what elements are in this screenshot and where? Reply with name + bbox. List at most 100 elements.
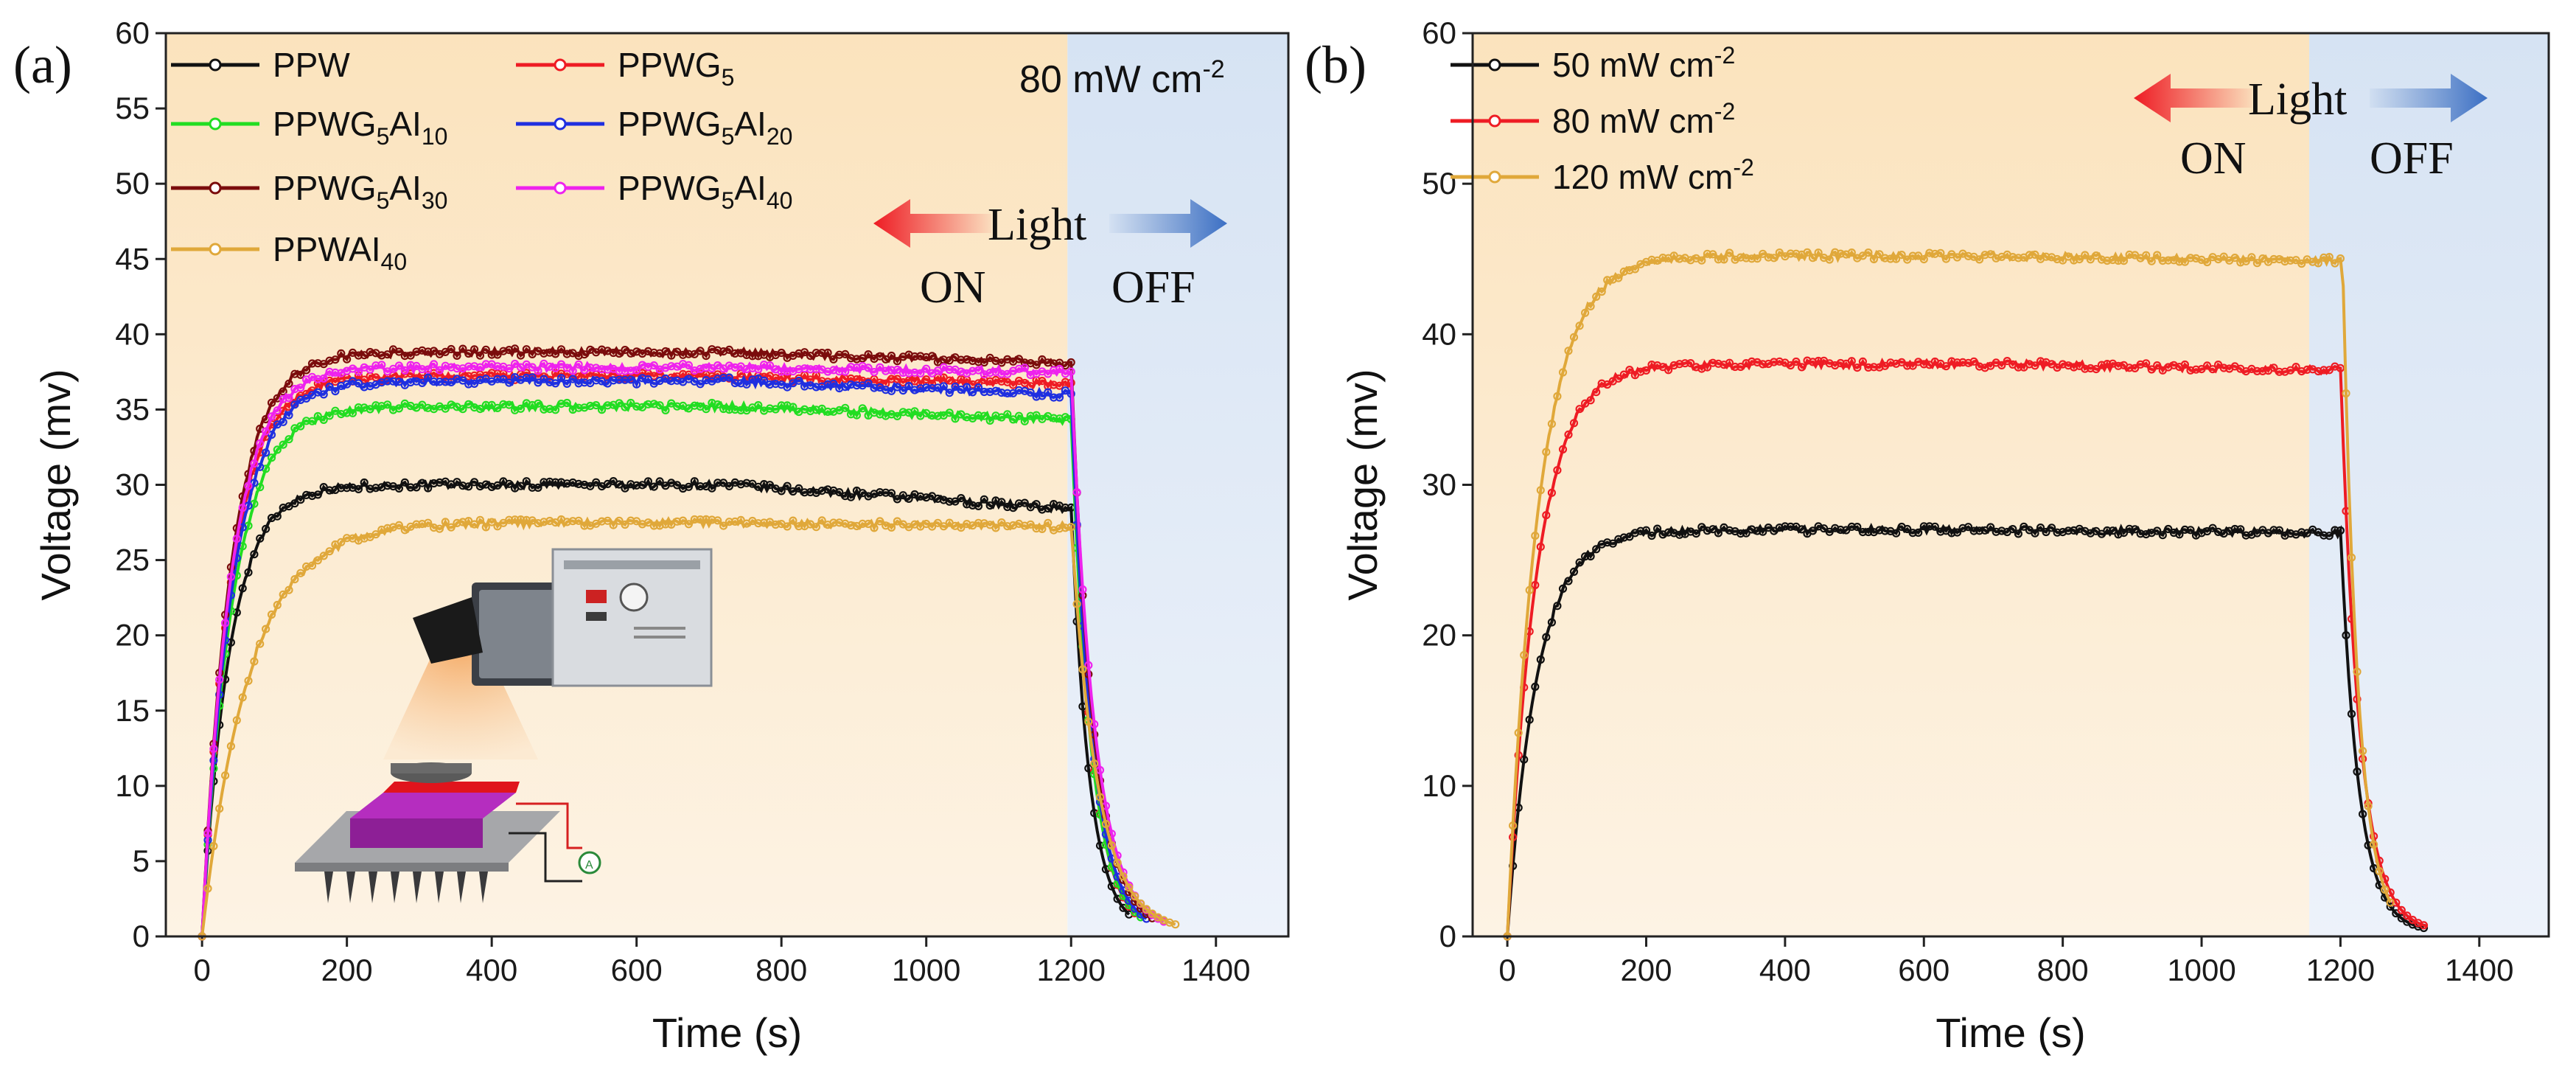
series-point: [1625, 532, 1634, 541]
series-point: [1619, 370, 1628, 379]
series-point: [215, 675, 224, 684]
series-point: [2180, 257, 2189, 266]
legend-swatch-marker: [1488, 170, 1501, 184]
series-point: [771, 405, 780, 414]
series-point: [458, 405, 467, 414]
legend-label: PPWG5AI10: [273, 105, 447, 150]
series-point: [1107, 841, 1116, 850]
series-point: [424, 373, 433, 382]
series-point: [354, 484, 363, 494]
series-point: [1625, 366, 1634, 375]
series-point: [2031, 250, 2039, 259]
series-point: [1008, 415, 1018, 424]
series-point: [325, 382, 334, 392]
series-point: [1825, 527, 1834, 536]
series-point: [1964, 523, 1973, 532]
series-point: [702, 405, 711, 414]
series-point: [2297, 259, 2306, 268]
series-point: [505, 378, 514, 387]
series-point: [2236, 525, 2245, 534]
series-point: [1814, 248, 1823, 257]
legend-label: PPWG5AI30: [273, 169, 447, 214]
series-point: [974, 411, 983, 420]
series-point: [1725, 248, 1734, 257]
series-point: [319, 415, 328, 425]
series-point: [1614, 374, 1623, 383]
series-point: [285, 411, 293, 420]
y-axis-title: Voltage (mv): [32, 369, 79, 600]
series-point: [1869, 363, 1878, 372]
series-point: [2014, 363, 2022, 372]
series-point: [1044, 388, 1053, 397]
series-point: [939, 522, 948, 531]
series-point: [1003, 389, 1012, 398]
series-point: [238, 584, 247, 593]
legend-item: PPWAI40: [171, 230, 407, 275]
series-point: [487, 350, 496, 359]
series-point: [556, 360, 566, 369]
series-point: [1619, 533, 1628, 542]
y-tick-label: 5: [133, 844, 150, 878]
y-tick-label: 60: [115, 15, 150, 50]
series-point: [1531, 531, 1540, 540]
series-point: [534, 483, 542, 493]
series-point: [493, 481, 502, 490]
intensity-label: 80 mW cm-2: [1019, 55, 1225, 101]
series-point: [343, 355, 352, 364]
series-point: [1742, 254, 1751, 262]
series-lines: [198, 344, 1180, 941]
series-point: [963, 383, 971, 392]
series-point: [957, 355, 966, 364]
series-point: [597, 406, 607, 414]
series-point: [256, 483, 265, 492]
series-point: [621, 520, 629, 529]
series-point: [754, 519, 763, 528]
series-point: [250, 550, 259, 559]
series-point: [1636, 526, 1645, 535]
series-point: [2186, 366, 2195, 375]
series-point: [2314, 366, 2322, 376]
series-point: [1986, 250, 1995, 259]
light-annotation: Light ON OFF 80 mW cm-2: [873, 55, 1227, 313]
y-tick-label: 50: [1422, 166, 1456, 201]
series-point: [1514, 728, 1523, 737]
series-point: [696, 347, 705, 355]
series-point: [302, 366, 311, 375]
series-point: [232, 535, 241, 543]
series-point: [337, 484, 346, 493]
series-point: [1892, 529, 1901, 538]
series-point: [1875, 526, 1884, 535]
series-point: [2147, 365, 2156, 374]
x-axis-ticks: 0 200 400 600 800 1000 1200 1400: [1498, 936, 2514, 987]
series-point: [632, 402, 641, 411]
series-point: [203, 884, 212, 893]
series-point: [615, 349, 624, 358]
series-lines: [1503, 248, 2429, 941]
series-point: [2059, 360, 2067, 369]
series-point: [2342, 630, 2350, 640]
series-point: [285, 435, 293, 444]
series-point: [2359, 746, 2367, 756]
series-point: [795, 365, 803, 374]
x-tick-label: 200: [321, 953, 373, 987]
y-tick-label: 0: [133, 919, 150, 953]
series-point: [765, 404, 775, 413]
series-point: [922, 375, 931, 384]
series-point: [719, 373, 728, 383]
y-tick-label: 10: [115, 768, 150, 803]
series-point: [1564, 430, 1573, 439]
series-point: [2103, 526, 2112, 535]
light-off-arrow-icon: [2370, 74, 2488, 122]
series-point: [1136, 899, 1145, 908]
legend-item: PPW: [171, 46, 350, 84]
series-point: [2386, 898, 2395, 907]
series-point: [927, 411, 937, 420]
series-point: [510, 344, 520, 353]
series-point: [661, 406, 670, 415]
series-point: [545, 477, 554, 486]
series-point: [2269, 526, 2278, 535]
series-point: [499, 375, 508, 383]
x-tick-label: 0: [1498, 953, 1515, 987]
series-point: [1908, 361, 1917, 370]
series-point: [2320, 531, 2328, 540]
